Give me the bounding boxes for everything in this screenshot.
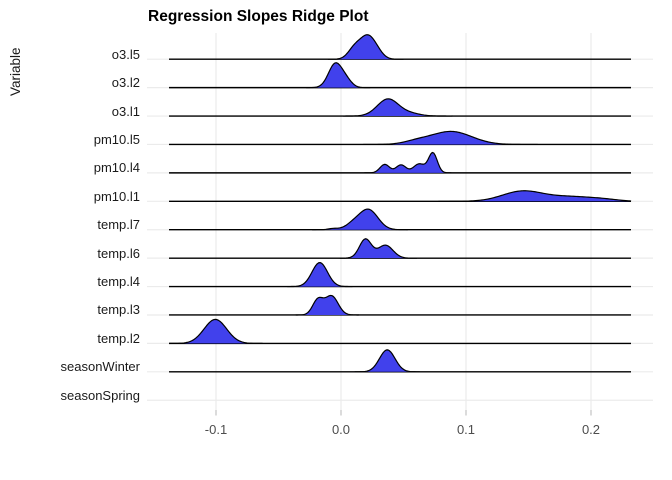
category-label: temp.l6 xyxy=(97,245,140,261)
category-label: temp.l2 xyxy=(97,330,140,346)
density-curve xyxy=(327,34,404,60)
density-curve xyxy=(286,262,353,288)
density-curve xyxy=(438,190,632,202)
category-label: o3.l1 xyxy=(111,103,140,119)
density-curve xyxy=(354,349,420,373)
density-curve xyxy=(305,62,371,89)
density-curve xyxy=(311,208,408,231)
category-label: seasonWinter xyxy=(60,359,140,375)
density-curve xyxy=(364,151,452,174)
category-label: seasonSpring xyxy=(60,387,141,403)
category-label: o3.l2 xyxy=(111,75,140,91)
x-tick-label: -0.1 xyxy=(204,422,228,437)
x-tick-label: 0.2 xyxy=(581,422,601,437)
category-label: temp.l4 xyxy=(97,274,140,290)
category-label: o3.l5 xyxy=(111,46,140,62)
density-curve xyxy=(362,130,539,146)
density-curve xyxy=(342,98,453,117)
density-curve xyxy=(339,238,418,259)
category-label: temp.l3 xyxy=(97,302,140,318)
chart-title: Regression Slopes Ridge Plot xyxy=(148,8,369,25)
x-tick-label: 0.1 xyxy=(456,422,476,437)
category-label: pm10.l4 xyxy=(93,160,140,176)
density-curve xyxy=(168,318,263,344)
category-label: pm10.l1 xyxy=(93,188,140,204)
category-label: temp.l7 xyxy=(97,217,140,233)
x-tick-label: 0.0 xyxy=(331,422,351,437)
category-label: pm10.l5 xyxy=(93,131,140,147)
density-curve xyxy=(295,294,360,316)
